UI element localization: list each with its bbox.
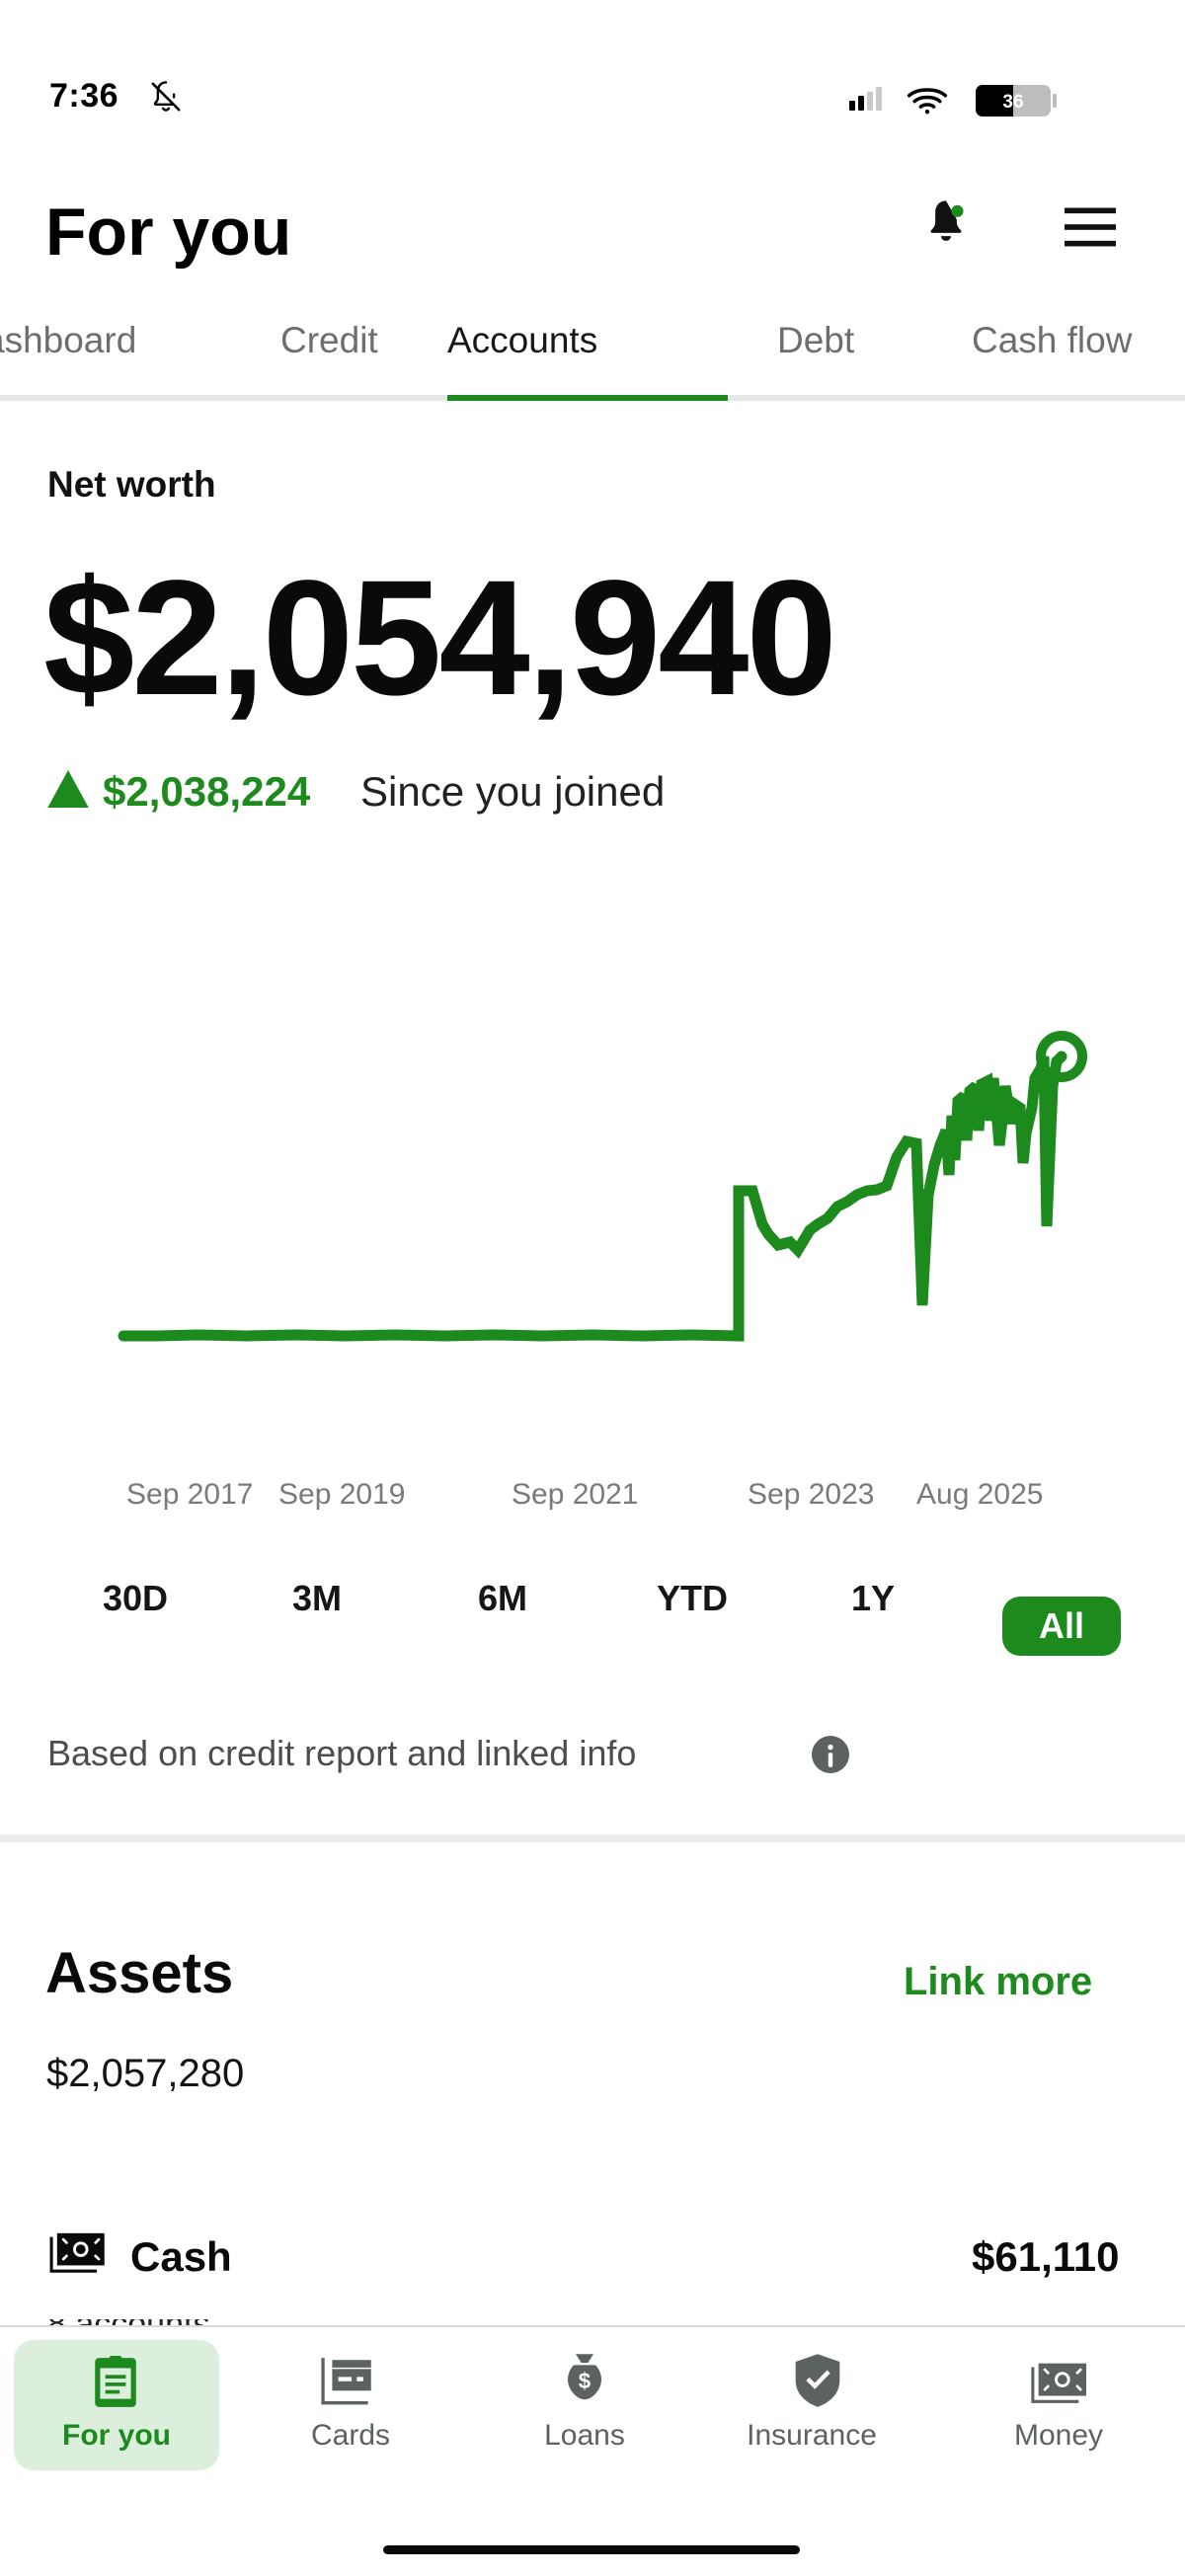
- svg-text:$: $: [579, 2369, 592, 2393]
- svg-text:36: 36: [1002, 92, 1023, 113]
